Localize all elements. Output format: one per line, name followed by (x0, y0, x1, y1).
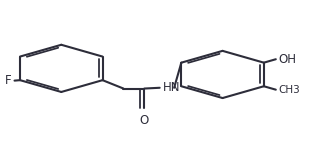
Text: HN: HN (163, 80, 180, 93)
Text: CH3: CH3 (278, 85, 300, 95)
Text: F: F (5, 74, 11, 87)
Text: OH: OH (278, 53, 296, 66)
Text: O: O (140, 114, 149, 127)
